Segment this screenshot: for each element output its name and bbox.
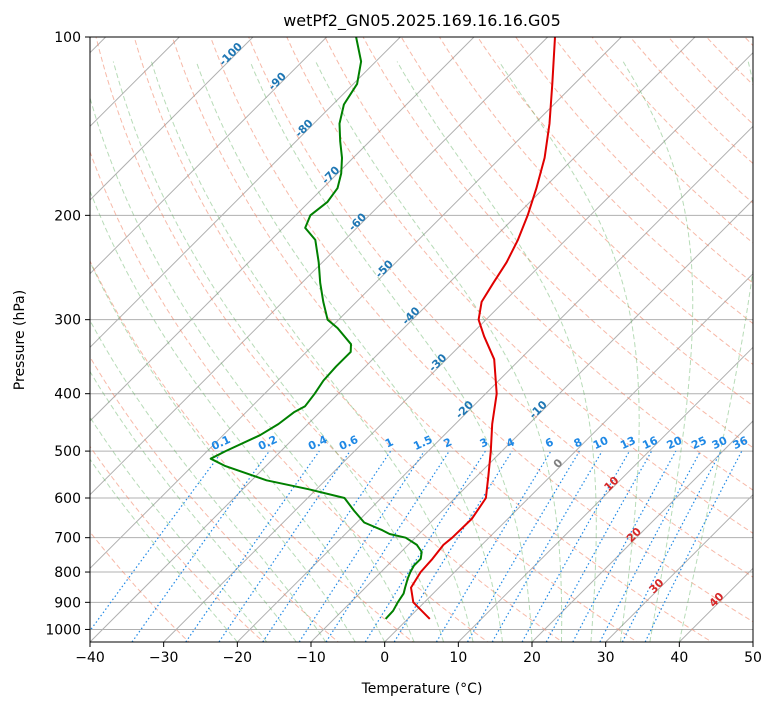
grid-layer	[90, 37, 753, 642]
isotherm-line	[236, 125, 753, 642]
y-tick-label: 500	[54, 444, 81, 460]
isotherm-line	[90, 37, 549, 496]
moist-adiabat-line	[622, 61, 694, 642]
series-layer	[209, 37, 556, 620]
isotherm-line	[90, 37, 254, 201]
moist-adiabat-line	[90, 96, 415, 642]
moist-adiabat-line	[678, 61, 753, 642]
y-tick-label: 400	[54, 387, 81, 403]
isotherm-line	[531, 420, 753, 642]
mixing-ratio-label: 25	[689, 434, 708, 452]
x-tick-label: 50	[744, 650, 762, 666]
y-tick-label: 900	[54, 595, 81, 611]
isotherm-line	[90, 37, 328, 275]
mixing-ratio-line	[545, 450, 653, 642]
mixing-ratio-line	[325, 450, 450, 642]
mixing-ratio-line	[90, 450, 223, 632]
mixing-ratio-line	[393, 450, 513, 642]
dry-adiabat-line	[286, 37, 753, 534]
mixing-ratio-line	[572, 450, 677, 642]
x-tick-label: 0	[380, 650, 389, 666]
x-tick-label: −30	[149, 650, 179, 666]
isotherm-line	[90, 37, 401, 349]
temperature-profile	[410, 37, 556, 620]
dry-adiabat-line	[324, 37, 753, 491]
dry-adiabat-line	[90, 259, 414, 642]
mixing-ratio-label: 30	[710, 434, 730, 452]
mixing-ratio-line	[298, 450, 425, 642]
mixing-ratio-label: 16	[640, 434, 660, 452]
dry-adiabat-line	[248, 37, 753, 578]
mixing-ratio-line	[218, 450, 351, 642]
y-tick-label: 700	[54, 531, 81, 547]
plot-frame	[89, 36, 754, 643]
mixing-ratio-line	[262, 450, 392, 642]
moist-adiabat-line	[90, 260, 356, 642]
moist-adiabat-line	[249, 61, 533, 642]
isotherm-line	[163, 51, 753, 642]
dry-adiabat-line	[90, 150, 489, 642]
isotherm-line	[457, 346, 753, 642]
mixing-ratio-label: 36	[731, 434, 751, 452]
moist-adiabat-line	[396, 61, 597, 642]
moist-adiabat-line	[315, 61, 563, 642]
y-tick-label: 1000	[45, 622, 81, 638]
mixing-ratio-label: 13	[618, 434, 637, 452]
dry-adiabat-line	[95, 37, 564, 642]
dry-adiabat-line	[209, 37, 753, 623]
mixing-ratio-line	[185, 450, 320, 642]
dry-adiabat-line	[362, 37, 753, 449]
y-tick-label: 200	[54, 208, 81, 224]
moist-adiabat-line	[90, 370, 297, 642]
moist-adiabat-line	[90, 189, 386, 642]
x-tick-label: 20	[523, 650, 541, 666]
mixing-ratio-line	[521, 450, 631, 642]
chart-title: wetPf2_GN05.2025.169.16.16.G05	[283, 11, 561, 31]
isotherm-line	[90, 37, 622, 570]
x-tick-label: −10	[296, 650, 326, 666]
x-tick-label: 10	[449, 650, 467, 666]
mixing-ratio-label: 10	[591, 434, 611, 452]
y-axis-label: Pressure (hPa)	[12, 290, 28, 390]
moist-adiabat-line	[112, 61, 445, 642]
mixing-ratio-line	[131, 450, 270, 642]
y-tick-label: 300	[54, 313, 81, 329]
y-tick-label: 100	[54, 30, 81, 46]
moist-adiabat-line	[150, 61, 474, 642]
isotherm-line	[90, 37, 696, 642]
mixing-ratio-label: 20	[665, 434, 685, 452]
x-axis-label: Temperature (°C)	[361, 681, 483, 697]
dry-adiabat-line	[438, 37, 753, 366]
y-tick-label: 600	[54, 491, 81, 507]
dewpoint-profile	[209, 37, 423, 620]
moist-adiabat-line	[90, 319, 327, 642]
x-tick-label: 40	[670, 650, 688, 666]
dry-adiabat-line	[133, 37, 638, 642]
x-tick-label: −40	[75, 650, 105, 666]
isotherm-line	[605, 493, 753, 642]
dry-adiabat-line	[90, 531, 190, 642]
dry-adiabat-line	[90, 356, 340, 642]
isotherm-line	[384, 272, 753, 642]
axis-layer: −40 −30 −20 −10 0 10 20 30 40 50 100 200 300 400 500 60…	[45, 30, 762, 666]
isotherm-line	[90, 37, 475, 422]
moist-adiabat-line	[498, 61, 640, 642]
mixing-ratio-line	[644, 450, 743, 642]
dry-adiabat-line	[171, 37, 713, 642]
y-tick-label: 800	[54, 565, 81, 581]
x-tick-label: 30	[597, 650, 615, 666]
x-tick-label: −20	[223, 650, 253, 666]
